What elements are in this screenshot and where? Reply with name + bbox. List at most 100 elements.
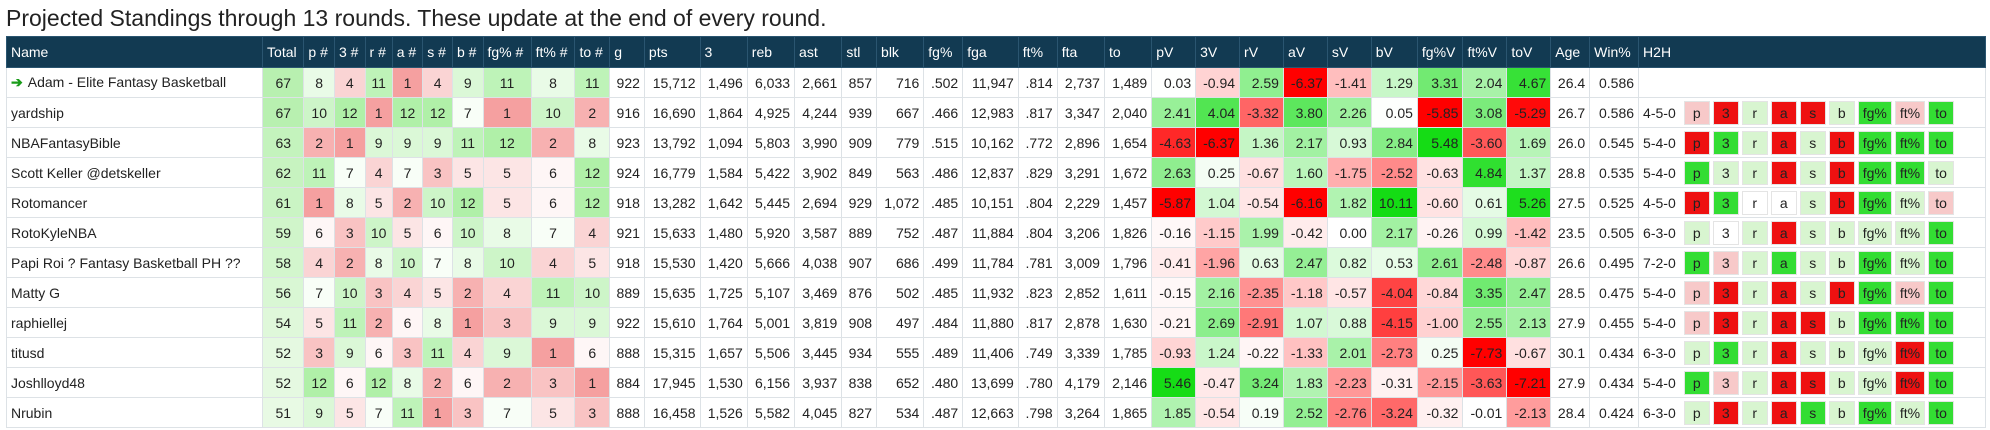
stat-cell: 918 — [609, 247, 645, 278]
column-header: blk — [876, 36, 925, 68]
stat-cell: -5.85 — [1416, 97, 1464, 128]
stat-cell: 0.25 — [1195, 157, 1241, 188]
rank-cell: 9 — [391, 127, 424, 158]
stat-cell: .798 — [1017, 397, 1058, 428]
rank-cell: 5 — [422, 277, 453, 308]
rank-cell: 8 — [422, 307, 453, 338]
stat-cell: 11,884 — [962, 217, 1019, 248]
rank-cell: 12 — [451, 187, 484, 218]
stat-cell: 0.03 — [1151, 67, 1197, 98]
stat-cell: 1,530 — [699, 367, 748, 398]
rank-cell: 4 — [333, 67, 366, 98]
stat-cell: 26.6 — [1550, 247, 1591, 278]
stat-cell: -1.15 — [1195, 217, 1241, 248]
rank-cell: 10 — [391, 247, 424, 278]
stat-cell: 4.67 — [1506, 67, 1552, 98]
h2h-category: r — [1741, 370, 1768, 395]
h2h-category: b — [1828, 370, 1855, 395]
rank-cell: 1 — [422, 397, 453, 428]
h2h-category: fg% — [1857, 190, 1892, 215]
h2h-category: p — [1683, 190, 1710, 215]
rank-cell: 52 — [262, 337, 305, 368]
column-header: r # — [364, 36, 393, 68]
stat-cell: 2,896 — [1056, 127, 1105, 158]
rank-cell: 4 — [451, 337, 484, 368]
h2h-record: 7-2-0 — [1643, 254, 1676, 271]
stat-cell: 26.4 — [1550, 67, 1591, 98]
stat-cell: -0.32 — [1416, 397, 1464, 428]
h2h-category: ft% — [1894, 250, 1926, 275]
column-header: b # — [451, 36, 484, 68]
h2h-category: 3 — [1712, 130, 1739, 155]
stat-cell: 27.9 — [1550, 307, 1591, 338]
stat-cell: 28.4 — [1550, 397, 1591, 428]
team-name-text: Adam - Elite Fantasy Basketball — [27, 74, 227, 90]
stat-cell: 3,445 — [794, 337, 843, 368]
rank-cell: 4 — [574, 217, 611, 248]
stat-cell: 1,672 — [1103, 157, 1153, 188]
stat-cell: 1.83 — [1282, 367, 1328, 398]
column-header: fg%V — [1416, 36, 1464, 68]
h2h-category: r — [1741, 340, 1768, 365]
h2h-category: 3 — [1712, 100, 1739, 125]
h2h-category: r — [1741, 100, 1768, 125]
stat-cell: -1.42 — [1506, 217, 1552, 248]
h2h-category: 3 — [1712, 400, 1739, 425]
stat-cell: -3.63 — [1462, 367, 1508, 398]
stat-cell: 27.9 — [1550, 367, 1591, 398]
stat-cell: 1.85 — [1151, 397, 1197, 428]
rank-cell: 7 — [530, 217, 576, 248]
h2h-category: p — [1683, 100, 1710, 125]
stat-cell: 2.61 — [1416, 247, 1464, 278]
team-name: Rotomancer — [5, 187, 264, 218]
rank-cell: 10 — [333, 277, 366, 308]
h2h-category: r — [1741, 310, 1768, 335]
rank-cell: 12 — [422, 97, 453, 128]
h2h-category: ft% — [1894, 340, 1926, 365]
stat-cell: 0.99 — [1462, 217, 1508, 248]
stat-cell: -7.73 — [1462, 337, 1508, 368]
rank-cell: 11 — [364, 67, 393, 98]
stat-cell: 497 — [876, 307, 925, 338]
stat-cell: 15,712 — [643, 67, 701, 98]
h2h-category: b — [1828, 400, 1855, 425]
rank-cell: 2 — [303, 127, 335, 158]
stat-cell: .485 — [923, 277, 964, 308]
stat-cell: 921 — [609, 217, 645, 248]
stat-cell: -0.15 — [1151, 277, 1197, 308]
column-header: Name — [5, 36, 264, 68]
h2h-category: to — [1928, 310, 1955, 335]
h2h-record: 6-3-0 — [1643, 224, 1676, 241]
stat-cell: 11,880 — [962, 307, 1019, 338]
stat-cell: -1.41 — [1326, 67, 1372, 98]
stat-cell: 1,489 — [1103, 67, 1153, 98]
h2h-cell: 5-4-0 p 3 r a s b fg% ft% to — [1638, 127, 1986, 158]
stat-cell: 1,785 — [1103, 337, 1153, 368]
stat-cell: 2.13 — [1506, 307, 1552, 338]
h2h-category: ft% — [1894, 160, 1926, 185]
table-row: Joshlloyd48 52 12 6 12 8 2 6 2 3 1 884 17,945 1,530 6,… — [5, 367, 1986, 398]
h2h-category: fg% — [1857, 280, 1892, 305]
stat-cell: .823 — [1017, 277, 1058, 308]
team-name: raphiellej — [5, 307, 264, 338]
stat-cell: -3.32 — [1239, 97, 1284, 128]
h2h-category: to — [1928, 160, 1955, 185]
team-name: Joshlloyd48 — [5, 367, 264, 398]
h2h-category: a — [1770, 160, 1797, 185]
stat-cell: .817 — [1017, 97, 1058, 128]
stat-cell: 4,179 — [1056, 367, 1105, 398]
rank-cell: 8 — [482, 217, 532, 248]
column-header: sV — [1326, 36, 1372, 68]
h2h-cell: 6-3-0 p 3 r a s b fg% ft% to — [1638, 397, 1986, 428]
stat-cell: .499 — [923, 247, 964, 278]
column-header: H2H — [1638, 36, 1986, 68]
rank-cell: 9 — [530, 307, 576, 338]
stat-cell: 0.82 — [1326, 247, 1372, 278]
stat-cell: 26.0 — [1550, 127, 1591, 158]
table-row: yardship 67 10 12 1 12 12 7 1 10 2 916 16,690 1,864 4,… — [5, 97, 1986, 128]
stat-cell: 5,506 — [746, 337, 796, 368]
rank-cell: 3 — [364, 277, 393, 308]
page-title: Projected Standings through 13 rounds. T… — [6, 5, 827, 31]
rank-cell: 2 — [391, 187, 424, 218]
stat-cell: 1,072 — [876, 187, 925, 218]
